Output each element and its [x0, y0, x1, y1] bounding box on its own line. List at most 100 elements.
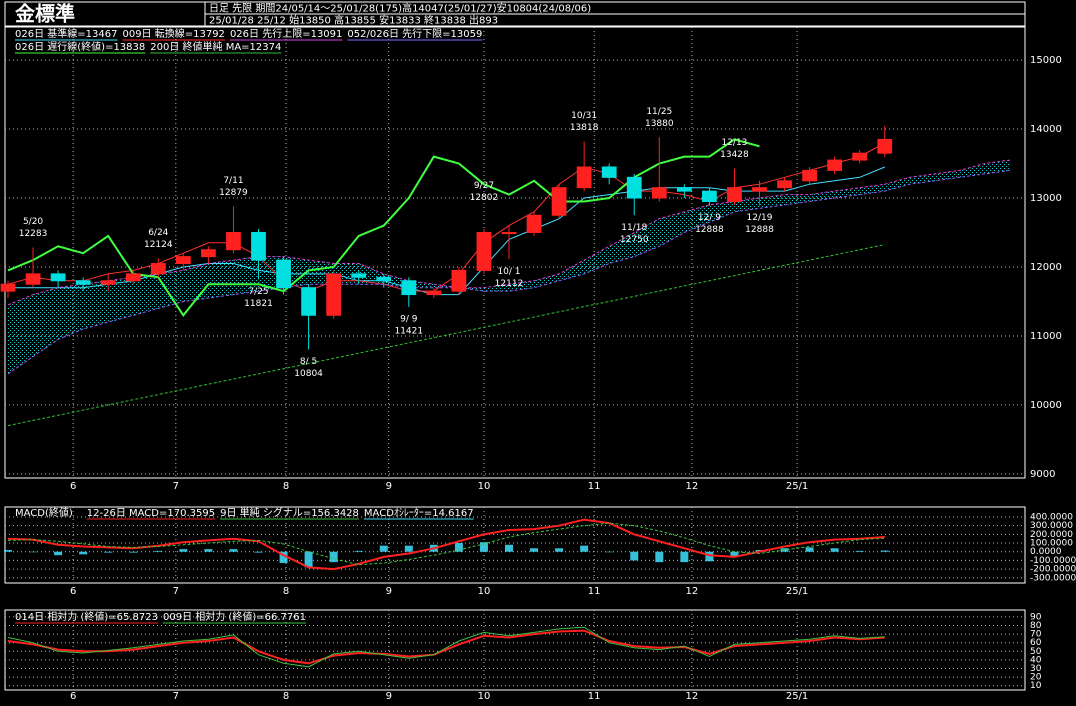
oscillator-bar — [530, 548, 539, 552]
y-tick-label: 15000 — [1030, 55, 1062, 66]
y-tick-label: -200.0000 — [1030, 565, 1076, 575]
info-latest: 25/01/28 25/12 始13850 高13855 安13833 終138… — [209, 14, 498, 27]
panel-frame — [4, 26, 1026, 479]
y-tick-label: 30 — [1030, 664, 1042, 674]
x-tick-label: 25/1 — [786, 691, 808, 702]
y-tick-label: -300.0000 — [1030, 573, 1076, 583]
annotation-date: 12/19 — [747, 213, 773, 223]
y-tick-label: 9000 — [1030, 469, 1055, 480]
annotation-price: 12879 — [219, 188, 248, 198]
x-tick-label: 12 — [685, 586, 698, 597]
annotation-price: 12283 — [19, 229, 48, 239]
x-tick-label: 7 — [173, 481, 179, 492]
candle-body — [451, 269, 467, 292]
legend-entry: 052/026日 先行下限=13059 — [347, 27, 482, 40]
annotation-date: 7/25 — [248, 287, 268, 297]
title-box — [4, 1, 206, 27]
y-tick-label: 0.0000 — [1030, 547, 1062, 557]
x-tick-label: 25/1 — [786, 586, 808, 597]
legend-entry: 9日 単純 シグナル=156.3428 — [220, 506, 359, 519]
oscillator-bar — [154, 550, 163, 552]
oscillator-bar — [229, 549, 238, 552]
y-tick-label: 12000 — [1030, 262, 1062, 273]
title: 金標準 — [15, 2, 75, 26]
annotation-price: 12802 — [470, 193, 499, 203]
annotation-price: 11421 — [394, 326, 423, 336]
panel-frame — [4, 609, 1026, 691]
x-tick-label: 10 — [478, 586, 491, 597]
cloud-fill — [8, 160, 1010, 374]
oscillator-bar — [204, 549, 213, 552]
x-tick-label: 25/1 — [786, 481, 808, 492]
oscillator-bar — [505, 544, 513, 552]
candle-body — [226, 232, 241, 251]
annotation-price: 12888 — [745, 225, 774, 235]
annotation-date: 12/13 — [721, 138, 747, 148]
candle-body — [727, 187, 742, 202]
annotation-price: 12750 — [620, 235, 649, 245]
info-period: 日足 先限 期間24/05/14～25/01/28(175)高14047(25/… — [209, 2, 591, 15]
candle-body — [476, 232, 492, 271]
y-tick-label: 300.0000 — [1030, 521, 1073, 531]
legend-entry: 009日 転換線=13792 — [122, 27, 224, 40]
oscillator-bar — [304, 551, 313, 568]
y-tick-label: 80 — [1030, 621, 1042, 631]
indicator-line — [7, 518, 885, 571]
annotation-price: 13428 — [720, 150, 749, 160]
x-tick-label: 7 — [173, 691, 179, 702]
oscillator-bar — [454, 543, 463, 552]
annotation-date: 9/ 9 — [400, 314, 418, 324]
oscillator-bar — [705, 551, 714, 562]
y-tick-label: 11000 — [1030, 331, 1062, 342]
candle-body — [576, 166, 592, 189]
oscillator-bar — [179, 549, 188, 552]
candle-body — [827, 159, 843, 171]
legend-entry: 200日 終値単純 MA=12374 — [150, 40, 281, 53]
candle-body — [175, 256, 191, 265]
oscillator-bar — [4, 549, 12, 552]
annotation-price: 12112 — [495, 279, 524, 289]
y-tick-label: 14000 — [1030, 124, 1062, 135]
x-tick-label: 7 — [173, 586, 179, 597]
x-tick-label: 10 — [478, 481, 491, 492]
panel-frame — [4, 506, 1026, 584]
annotation-price: 13880 — [645, 119, 674, 129]
annotation-price: 12888 — [695, 225, 724, 235]
annotation-date: 11/25 — [646, 107, 672, 117]
oscillator-bar — [855, 550, 864, 552]
x-tick-label: 12 — [685, 481, 698, 492]
candle-body — [351, 273, 367, 278]
candle-body — [150, 263, 166, 275]
x-tick-label: 11 — [588, 481, 601, 492]
oscillator-bar — [104, 551, 113, 553]
candle-body — [376, 276, 392, 282]
annotation-date: 10/31 — [571, 111, 597, 121]
indicator-line — [7, 159, 1011, 306]
candle-body — [877, 138, 893, 154]
y-tick-label: 13000 — [1030, 193, 1062, 204]
candle-body — [326, 273, 342, 316]
annotation-date: 7/11 — [223, 176, 243, 186]
candle-body — [526, 214, 542, 234]
candle-body — [702, 190, 717, 202]
oscillator-bar — [479, 542, 488, 552]
annotation-price: 10804 — [294, 369, 323, 379]
oscillator-bar — [379, 545, 388, 552]
annotation-price: 12124 — [144, 240, 173, 250]
annotation-date: 10/ 1 — [497, 267, 520, 277]
candle-body — [601, 166, 617, 178]
x-tick-label: 11 — [588, 586, 601, 597]
oscillator-bar — [655, 551, 664, 563]
annotation-price: 13818 — [570, 123, 599, 133]
annotation-date: 8/ 5 — [300, 357, 317, 367]
candle-body — [301, 287, 316, 316]
candle-body — [0, 283, 16, 292]
annotation-date: 5/20 — [23, 217, 43, 227]
y-tick-label: 90 — [1030, 612, 1042, 622]
candle-body — [251, 232, 266, 261]
y-tick-label: 70 — [1030, 630, 1042, 640]
oscillator-bar — [79, 551, 88, 555]
legend-entry: MACDｵｼﾚｰﾀｰ=14.6167 — [364, 507, 474, 519]
x-tick-label: 11 — [588, 691, 601, 702]
